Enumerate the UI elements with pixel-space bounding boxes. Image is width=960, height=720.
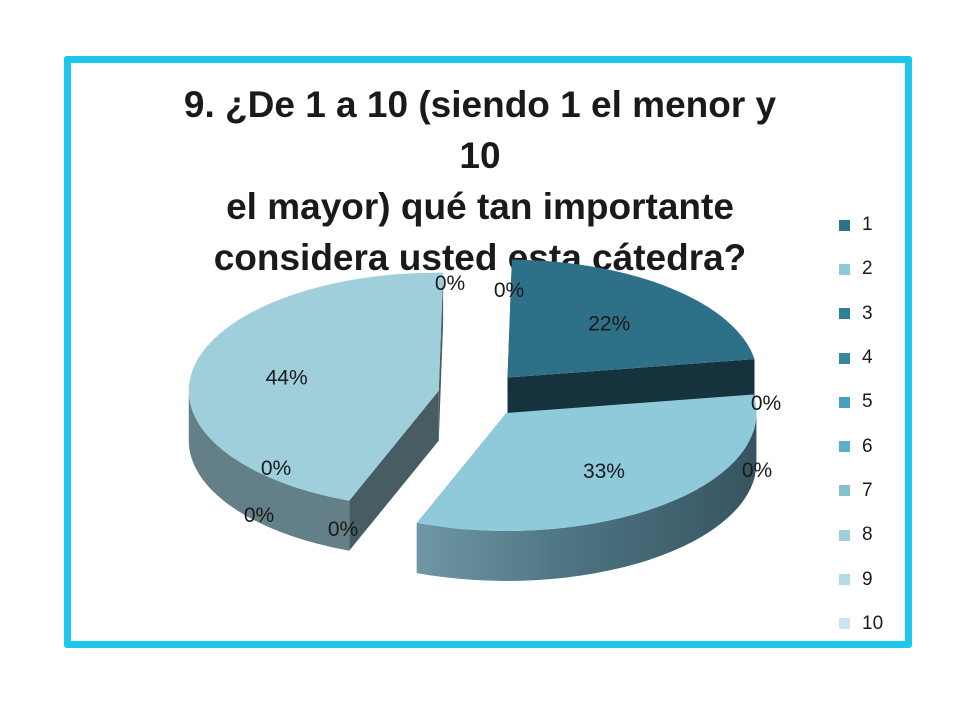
data-label: 44% bbox=[266, 367, 308, 390]
slice-cut-face bbox=[438, 272, 444, 441]
legend-label: 10 bbox=[862, 612, 884, 634]
legend-item: 7 bbox=[839, 469, 909, 513]
legend-swatch bbox=[839, 529, 850, 541]
legend-item: 2 bbox=[839, 247, 909, 291]
legend-item: 1 bbox=[839, 203, 909, 247]
legend-label: 8 bbox=[862, 524, 873, 546]
legend-item: 9 bbox=[839, 557, 909, 601]
slice-top bbox=[416, 394, 757, 531]
chart-legend: 1 2 3 4 5 6 7 8 9 10 bbox=[839, 203, 909, 646]
data-label: 22% bbox=[588, 312, 630, 335]
legend-swatch bbox=[839, 485, 850, 497]
legend-item: 8 bbox=[839, 513, 909, 557]
slice-cut-face bbox=[349, 390, 439, 551]
title-line-2: el mayor) qué tan importante bbox=[226, 186, 734, 227]
legend-swatch bbox=[839, 396, 850, 408]
legend-item: 5 bbox=[839, 380, 909, 424]
legend-label: 9 bbox=[862, 568, 873, 590]
slice-side bbox=[188, 390, 350, 551]
legend-label: 2 bbox=[862, 258, 873, 280]
legend-item: 4 bbox=[839, 336, 909, 380]
slice-side bbox=[416, 412, 757, 581]
slice-top bbox=[507, 259, 755, 378]
legend-item: 3 bbox=[839, 292, 909, 336]
data-label: 0% bbox=[494, 279, 524, 302]
legend-swatch bbox=[839, 441, 850, 453]
data-label: 0% bbox=[751, 392, 781, 415]
legend-label: 6 bbox=[862, 435, 873, 457]
slice-top bbox=[188, 272, 444, 501]
legend-label: 4 bbox=[862, 347, 873, 369]
data-label: 0% bbox=[328, 518, 358, 541]
data-label: 0% bbox=[435, 272, 465, 295]
legend-swatch bbox=[839, 219, 850, 231]
data-label: 33% bbox=[583, 460, 625, 483]
title-line-3: considera usted esta cátedra? bbox=[213, 237, 747, 278]
legend-label: 1 bbox=[862, 214, 873, 236]
data-label: 0% bbox=[742, 459, 772, 482]
legend-item: 10 bbox=[839, 602, 909, 646]
legend-swatch bbox=[839, 618, 850, 630]
legend-label: 7 bbox=[862, 479, 873, 501]
chart-title: 9. ¿De 1 a 10 (siendo 1 el menor y 10 el… bbox=[180, 79, 780, 283]
data-label: 0% bbox=[261, 457, 291, 480]
legend-swatch bbox=[839, 263, 850, 275]
legend-label: 3 bbox=[862, 302, 873, 324]
title-line-1: 9. ¿De 1 a 10 (siendo 1 el menor y 10 bbox=[183, 84, 777, 176]
legend-item: 6 bbox=[839, 424, 909, 468]
legend-swatch bbox=[839, 574, 850, 586]
legend-label: 5 bbox=[862, 391, 873, 413]
data-label: 0% bbox=[244, 504, 274, 527]
legend-swatch bbox=[839, 308, 850, 320]
legend-swatch bbox=[839, 352, 850, 364]
